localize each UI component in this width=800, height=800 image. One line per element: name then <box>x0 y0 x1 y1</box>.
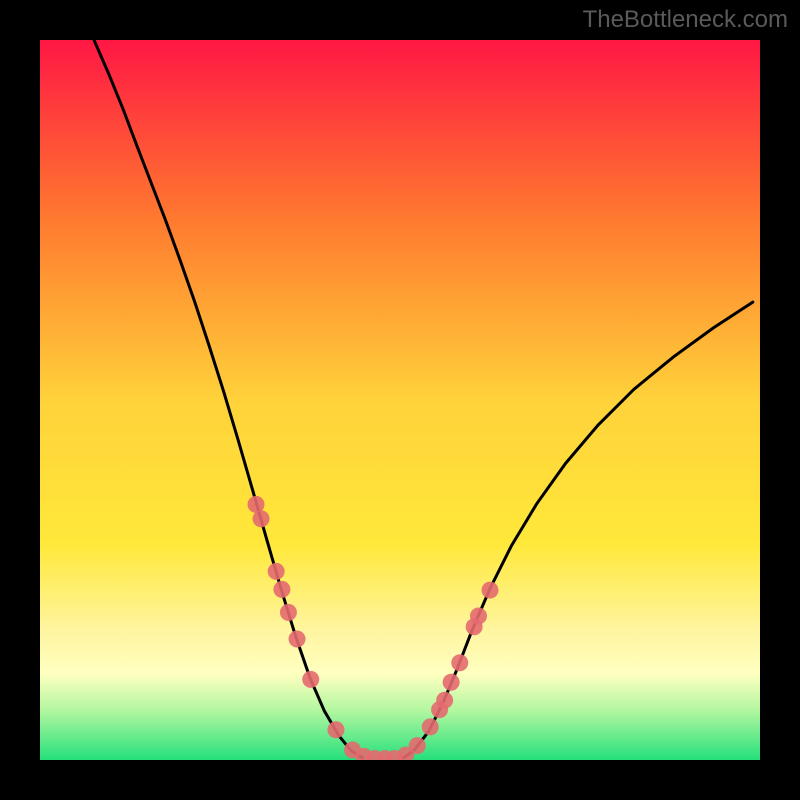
marker-dot <box>253 510 270 527</box>
marker-dot <box>302 671 319 688</box>
marker-dot <box>280 604 297 621</box>
marker-dot <box>470 608 487 625</box>
marker-dot <box>273 581 290 598</box>
marker-dot <box>482 582 499 599</box>
marker-dot <box>422 718 439 735</box>
marker-dot <box>436 692 453 709</box>
marker-dot <box>451 654 468 671</box>
watermark-text: TheBottleneck.com <box>583 6 788 34</box>
plot-background <box>40 40 760 760</box>
marker-dot <box>268 563 285 580</box>
chart-stage: TheBottleneck.com <box>0 0 800 800</box>
marker-dot <box>409 737 426 754</box>
marker-dot <box>327 721 344 738</box>
chart-svg <box>0 0 800 800</box>
marker-dot <box>443 674 460 691</box>
marker-dot <box>289 631 306 648</box>
